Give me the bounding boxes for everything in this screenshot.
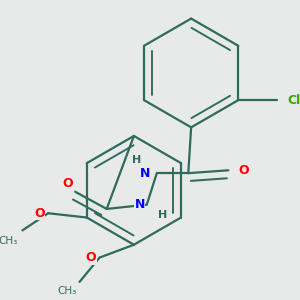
Text: N: N <box>140 167 151 180</box>
Text: O: O <box>34 207 45 220</box>
Text: Cl: Cl <box>287 94 300 107</box>
Text: N: N <box>134 198 145 211</box>
Text: O: O <box>238 164 249 177</box>
Text: H: H <box>158 210 167 220</box>
Text: O: O <box>63 177 74 190</box>
Text: O: O <box>85 251 96 264</box>
Text: CH₃: CH₃ <box>57 286 76 296</box>
Text: H: H <box>132 155 141 165</box>
Text: CH₃: CH₃ <box>0 236 18 246</box>
